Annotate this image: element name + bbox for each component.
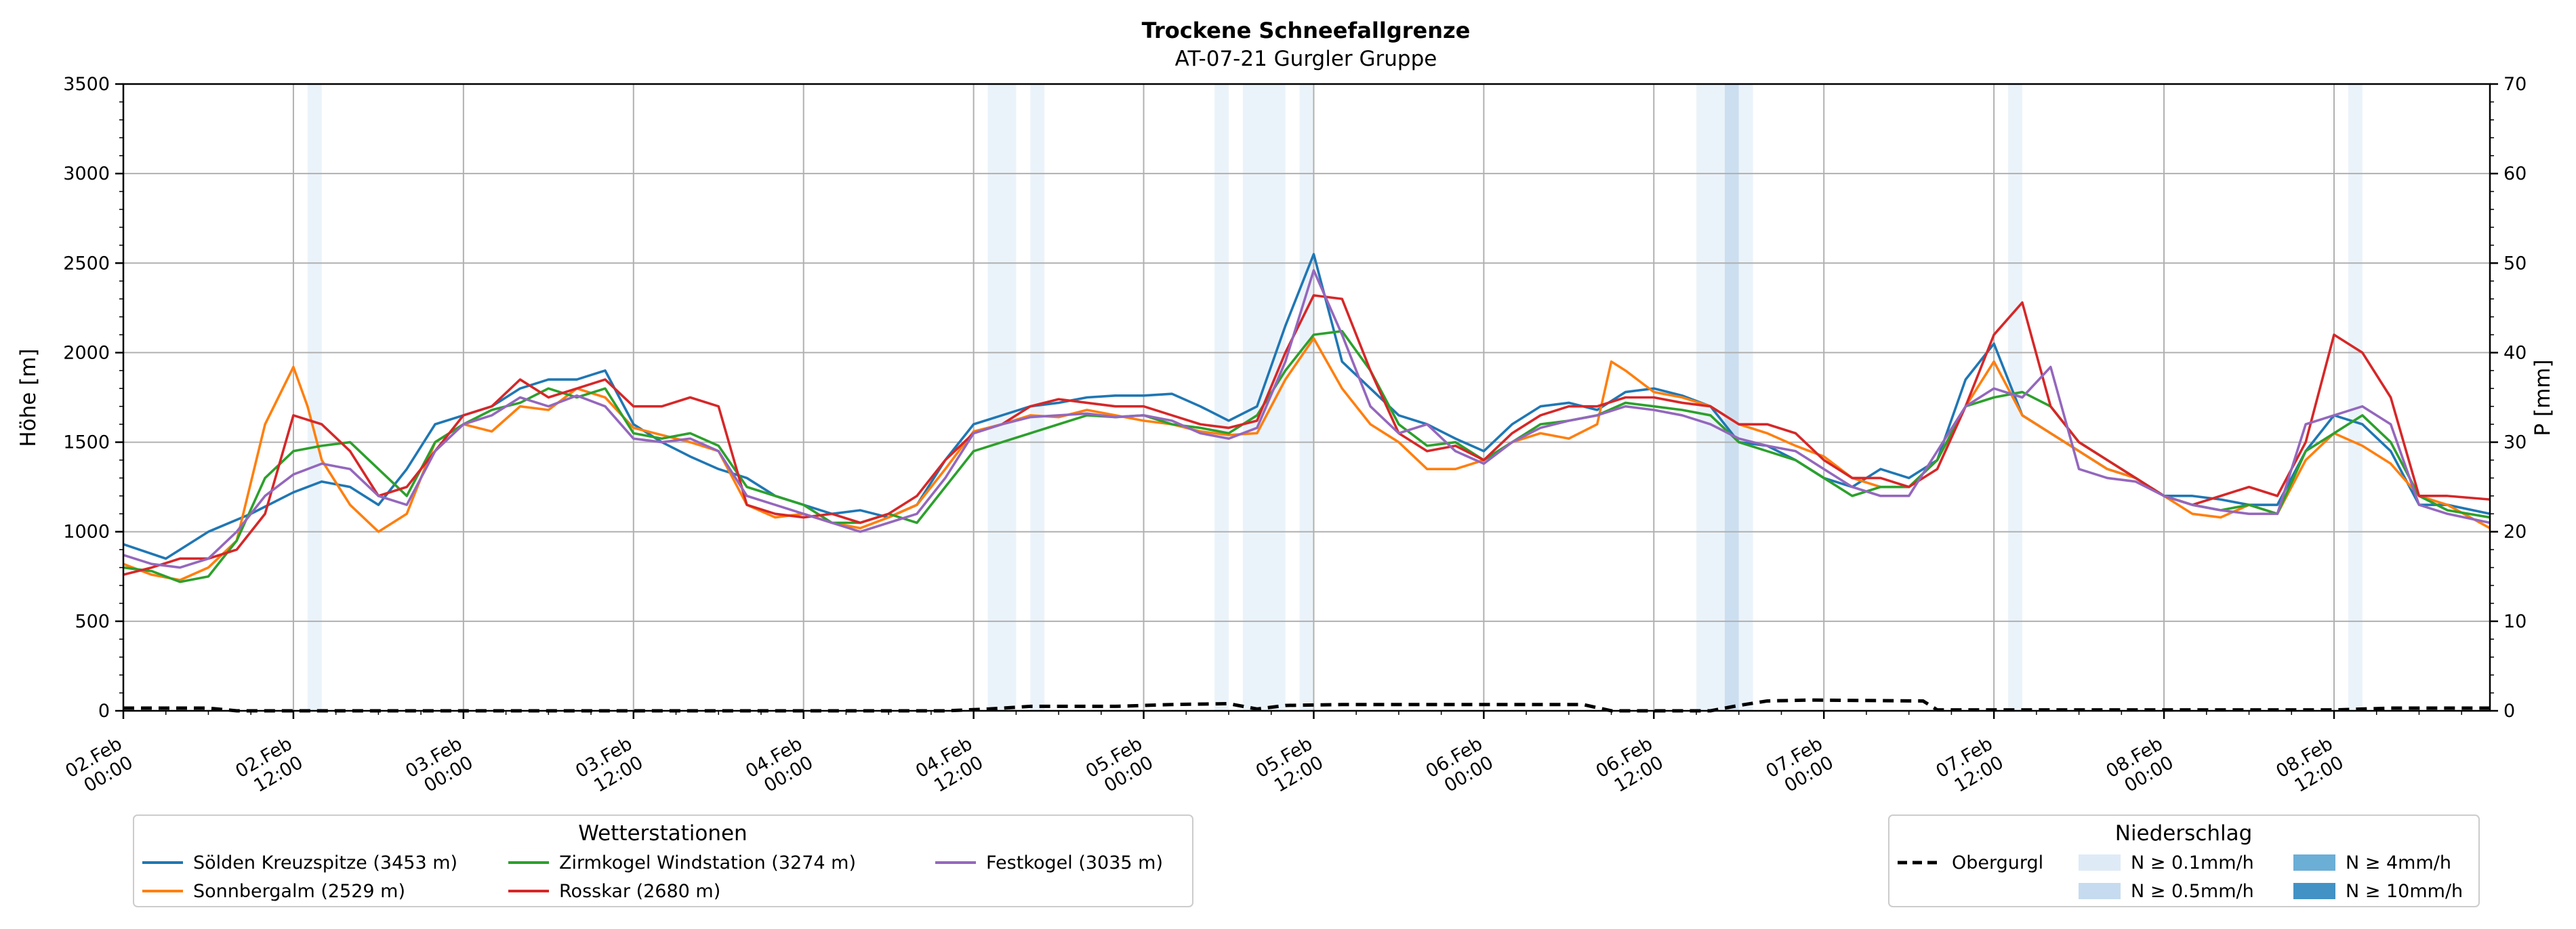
precip-bands: [307, 84, 2363, 711]
y-axis-left: 0 500 1000 1500 2000 2500 3000 3500: [63, 74, 123, 722]
y2tick-label-1: 10: [2503, 611, 2527, 632]
plot-frame: [122, 83, 2491, 712]
chart-title: Trockene Schneefallgrenze: [1142, 18, 1471, 43]
y2-axis-label: P [mm]: [2531, 359, 2555, 436]
legend-label-3: Rosskar (2680 m): [559, 881, 720, 902]
ytick-label-5: 2500: [63, 253, 110, 274]
ytick-label-7: 3500: [63, 74, 110, 95]
y-axis-right: 0 10 20 30 40 50 60 70: [2490, 74, 2527, 722]
precip-line-group: [123, 698, 2490, 713]
legend-label-1: Sonnbergalm (2529 m): [193, 881, 405, 902]
ytick-label-2: 1000: [63, 522, 110, 543]
precip-band-1: [987, 84, 1017, 711]
legend-precip-swatch-3: [2293, 883, 2335, 899]
ytick-label-4: 2000: [63, 342, 110, 363]
ytick-label-6: 3000: [63, 163, 110, 184]
legend-label-2: Zirmkogel Windstation (3274 m): [559, 852, 856, 873]
precip-band-4: [1242, 84, 1286, 711]
y2tick-label-5: 50: [2503, 253, 2527, 274]
legend-precip-items: N ≥ 0.1mm/h N ≥ 0.5mm/h N ≥ 4mm/h N ≥ 10mm/…: [2079, 852, 2463, 902]
legend-precip-swatch-1: [2079, 883, 2121, 899]
legend-precip-title: Niederschlag: [2115, 821, 2253, 846]
legend-precip-swatch-0: [2079, 854, 2121, 871]
y2tick-label-4: 40: [2503, 342, 2527, 363]
legend-precip-label-1: N ≥ 0.5mm/h: [2131, 881, 2254, 902]
y2tick-label-2: 20: [2503, 522, 2527, 543]
y2tick-label-0: 0: [2503, 701, 2515, 722]
legend-label-0: Sölden Kreuzspitze (3453 m): [193, 852, 457, 873]
precip-band-0: [307, 84, 322, 711]
ytick-label-0: 0: [98, 701, 110, 722]
legend-label-4: Festkogel (3035 m): [986, 852, 1163, 873]
precip-band-7: [1724, 84, 1739, 711]
precip-band-6: [1696, 84, 1725, 711]
precip-band-2: [1030, 84, 1045, 711]
legend-obergurgl-label: Obergurgl: [1952, 852, 2043, 873]
legend-station-items: Sölden Kreuzspitze (3453 m) Sonnbergalm (…: [142, 852, 1163, 902]
legend-stations-title: Wetterstationen: [578, 821, 747, 846]
legend-stations-frame: [133, 814, 1193, 907]
legend-precip: Niederschlag Obergurgl N ≥ 0.1mm/hN ≥ 0.…: [1888, 814, 2480, 907]
y2tick-label-6: 60: [2503, 163, 2527, 184]
series-lines: [123, 253, 2491, 583]
precip-band-10: [2348, 84, 2363, 711]
precip-band-8: [1738, 84, 1753, 711]
precip-band-5: [1299, 84, 1314, 711]
legend-precip-label-2: N ≥ 4mm/h: [2346, 852, 2451, 873]
series-line-4: [123, 269, 2491, 569]
series-line-3: [123, 294, 2491, 576]
legend-precip-swatch-2: [2293, 854, 2335, 871]
ytick-label-3: 1500: [63, 432, 110, 453]
y-axis-label: Höhe [m]: [16, 348, 41, 447]
series-line-obergurgl: [123, 698, 2490, 713]
y2tick-label-7: 70: [2503, 74, 2527, 95]
legend-stations: Wetterstationen Sölden Kreuzspitze (3453…: [133, 814, 1193, 907]
ytick-label-1: 500: [75, 611, 110, 632]
xtick-label-2: 03.Feb00:00: [402, 733, 476, 801]
y2tick-label-3: 30: [2503, 432, 2527, 453]
chart-subtitle: AT-07-21 Gurgler Gruppe: [1175, 47, 1437, 71]
precip-band-3: [1214, 84, 1229, 711]
legend-precip-label-0: N ≥ 0.1mm/h: [2131, 852, 2254, 873]
legend-precip-label-3: N ≥ 10mm/h: [2346, 881, 2463, 902]
